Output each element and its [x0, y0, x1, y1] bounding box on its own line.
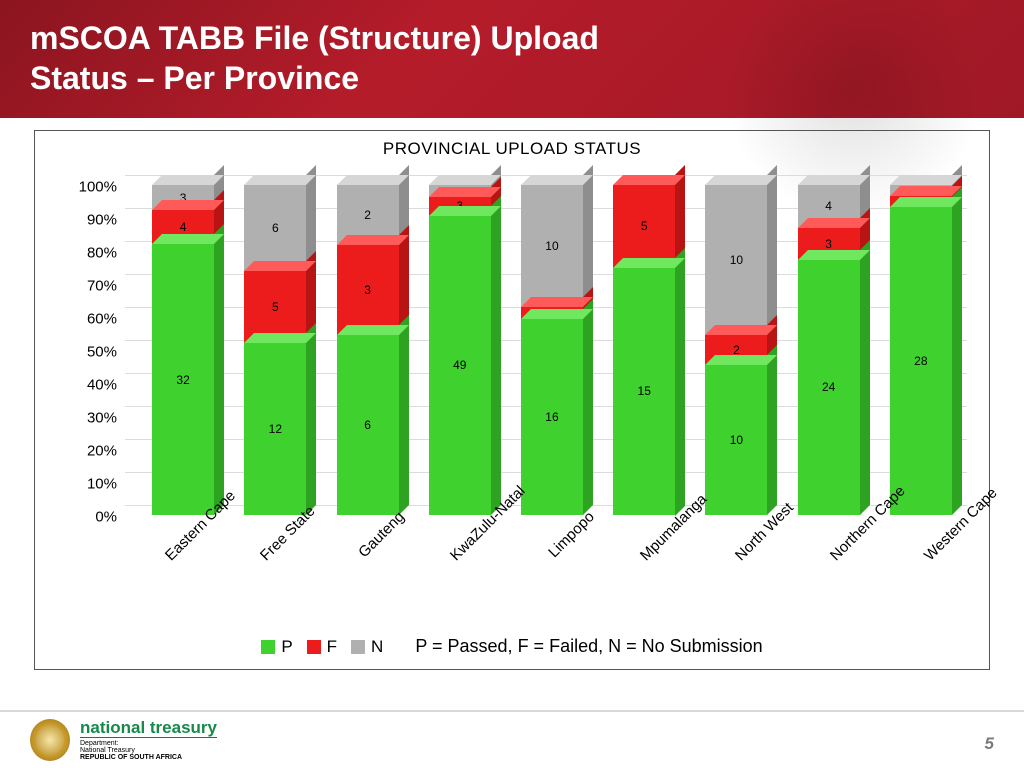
x-tick-label: Free State	[257, 508, 386, 637]
bar-segment-P: 49	[429, 216, 491, 515]
y-tick-label: 90%	[87, 212, 117, 229]
legend-item-F: F	[307, 637, 337, 657]
y-tick-label: 60%	[87, 311, 117, 328]
bar-segment-F: 5	[613, 185, 675, 268]
department-block: national treasury Department: National T…	[80, 719, 217, 761]
bar-column: 10210	[705, 185, 767, 515]
bars-group: 343265122362349101165151021043241128	[137, 165, 967, 515]
bar-segment-N: 6	[244, 185, 306, 271]
bar-column: 6 5 12	[244, 185, 306, 515]
bar-value-label: 10	[545, 239, 558, 253]
title-l1: mSCOA TABB File (Structure) Upload	[30, 20, 599, 56]
bar-value-label: 16	[545, 410, 558, 424]
x-tick-label: Gauteng	[352, 508, 481, 637]
x-tick-label: Northern Cape	[827, 508, 956, 637]
legend-label: P	[281, 637, 292, 657]
bar-column: 10116	[521, 185, 583, 515]
x-tick-label: Mpumalanga	[637, 508, 766, 637]
bar-column: 3432	[152, 185, 214, 515]
bar-segment-P: 24	[798, 260, 860, 515]
legend-swatch	[261, 640, 275, 654]
bar-segment-P: 32	[152, 244, 214, 515]
title-l2: Status – Per Province	[30, 60, 359, 96]
legend-swatch	[351, 640, 365, 654]
legend-label: N	[371, 637, 383, 657]
chart-container: PROVINCIAL UPLOAD STATUS 0% 10% 20% 30% 40% 5…	[34, 130, 990, 670]
bar-column: 2349	[429, 185, 491, 515]
bar-segment-P: 12	[244, 343, 306, 515]
y-tick-label: 0%	[95, 509, 117, 526]
bar-value-label: 3	[825, 237, 832, 251]
y-tick-label: 30%	[87, 410, 117, 427]
chart-legend: P F N P = Passed, F = Failed, N = No Submi…	[35, 636, 989, 657]
bar-segment-P: 28	[890, 207, 952, 515]
y-tick-label: 10%	[87, 476, 117, 493]
slide-header: mSCOA TABB File (Structure) Upload Statu…	[0, 0, 1024, 118]
x-tick-label: Eastern Cape	[162, 508, 291, 637]
bar-value-label: 32	[176, 373, 189, 387]
bar-value-label: 5	[272, 300, 279, 314]
y-tick-label: 70%	[87, 278, 117, 295]
bar-value-label: 28	[914, 354, 927, 368]
chart-title: PROVINCIAL UPLOAD STATUS	[47, 139, 977, 159]
y-tick-label: 100%	[79, 179, 117, 196]
bar-column: 1128	[890, 185, 952, 515]
y-tick-label: 40%	[87, 377, 117, 394]
page-number: 5	[985, 734, 994, 754]
bar-value-label: 4	[180, 220, 187, 234]
bar-segment-P: 15	[613, 268, 675, 516]
bar-value-label: 5	[641, 219, 648, 233]
legend-item-N: N	[351, 637, 383, 657]
x-axis-labels: Eastern CapeFree StateGautengKwaZulu-Nat…	[125, 491, 979, 611]
legend-label: F	[327, 637, 337, 657]
dept-l1: Department:	[80, 740, 217, 747]
x-tick-label: Limpopo	[542, 508, 671, 637]
slide-title: mSCOA TABB File (Structure) Upload Statu…	[30, 18, 994, 98]
bar-segment-P: 6	[337, 335, 399, 515]
dept-l2: National Treasury	[80, 747, 217, 754]
org-name: national treasury	[80, 719, 217, 738]
slide-footer: national treasury Department: National T…	[0, 710, 1024, 768]
dept-l3: REPUBLIC OF SOUTH AFRICA	[80, 754, 217, 761]
bar-value-label: 3	[364, 283, 371, 297]
bar-value-label: 49	[453, 358, 466, 372]
bar-value-label: 6	[272, 221, 279, 235]
bar-segment-N: 10	[521, 185, 583, 307]
legend-items: PFN	[261, 637, 383, 657]
y-tick-label: 80%	[87, 245, 117, 262]
bar-value-label: 6	[364, 418, 371, 432]
bar-value-label: 4	[825, 199, 832, 213]
x-tick-label: North West	[732, 508, 861, 637]
x-tick-label: Western Cape	[921, 508, 1024, 637]
bar-value-label: 2	[364, 208, 371, 222]
bar-column: 2 3 6	[337, 185, 399, 515]
legend-note: P = Passed, F = Failed, N = No Submissio…	[415, 636, 762, 657]
bar-value-label: 15	[638, 384, 651, 398]
legend-swatch	[307, 640, 321, 654]
bar-value-label: 10	[730, 433, 743, 447]
bar-segment-N: 10	[705, 185, 767, 335]
legend-item-P: P	[261, 637, 292, 657]
bar-value-label: 24	[822, 380, 835, 394]
bar-column: 4 3 24	[798, 185, 860, 515]
y-tick-label: 50%	[87, 344, 117, 361]
bar-segment-P: 16	[521, 319, 583, 515]
bar-value-label: 12	[269, 422, 282, 436]
bar-column: 5 15	[613, 185, 675, 515]
x-tick-label: KwaZulu-Natal	[447, 508, 576, 637]
chart-plot: 0%10%20%30%40%50%60%70%80%90%100%3432651…	[47, 165, 977, 515]
bar-value-label: 10	[730, 253, 743, 267]
bar-segment-F: 3	[337, 245, 399, 335]
coat-of-arms-icon	[30, 719, 70, 761]
y-tick-label: 20%	[87, 443, 117, 460]
